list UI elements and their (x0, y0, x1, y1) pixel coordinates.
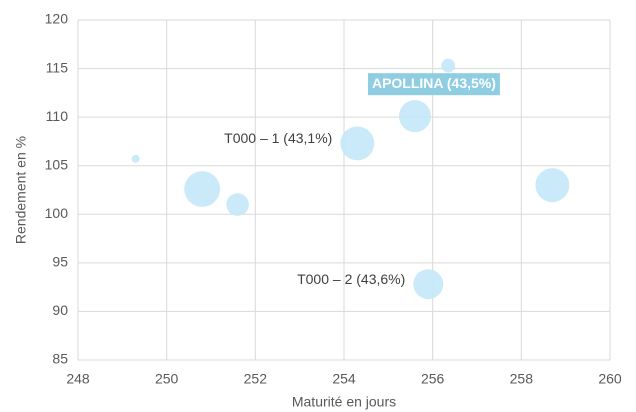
y-tick-label: 90 (52, 302, 68, 318)
bubble (340, 126, 375, 161)
bubble (413, 269, 444, 300)
y-tick-label: 105 (45, 156, 69, 172)
point-label: APOLLINA (43,5%) (372, 75, 496, 91)
x-tick-label: 260 (598, 371, 622, 387)
point-label: T000 – 2 (43,6%) (297, 271, 405, 287)
label-box (367, 73, 500, 96)
y-tick-label: 120 (45, 11, 69, 27)
y-tick-label: 110 (46, 108, 69, 124)
x-tick-label: 258 (510, 371, 534, 387)
y-tick-label: 100 (45, 205, 69, 221)
y-tick-label: 85 (52, 351, 68, 367)
x-tick-label: 252 (244, 371, 268, 387)
y-axis-title: Rendement en % (13, 136, 29, 244)
bubble (226, 193, 249, 216)
x-tick-label: 250 (155, 371, 179, 387)
y-tick-label: 115 (46, 59, 69, 75)
bubble (535, 168, 570, 203)
y-tick-label: 95 (52, 254, 68, 270)
x-tick-label: 248 (66, 371, 90, 387)
bubble (184, 171, 221, 207)
bubble (131, 154, 140, 163)
point-label: T000 – 1 (43,1%) (224, 130, 332, 146)
bubble (398, 100, 431, 133)
highlight-label: APOLLINA (43,5%) (367, 73, 500, 96)
x-axis-title: Maturité en jours (292, 394, 396, 410)
bubble (441, 58, 456, 73)
x-tick-label: 254 (332, 371, 356, 387)
x-tick-label: 256 (421, 371, 445, 387)
